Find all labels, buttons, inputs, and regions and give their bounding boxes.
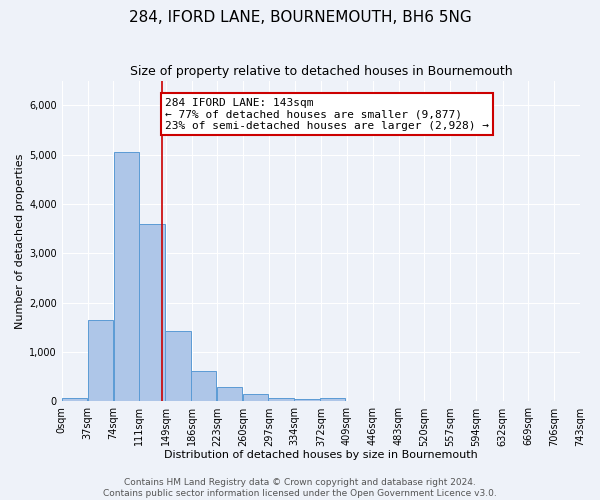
Bar xyxy=(165,331,191,402)
Bar xyxy=(217,386,242,402)
Bar xyxy=(139,224,165,402)
Bar xyxy=(268,398,294,402)
Bar xyxy=(113,152,139,402)
Bar xyxy=(62,398,88,402)
Bar xyxy=(320,398,346,402)
Bar xyxy=(242,394,268,402)
Text: Contains HM Land Registry data © Crown copyright and database right 2024.
Contai: Contains HM Land Registry data © Crown c… xyxy=(103,478,497,498)
Text: 284 IFORD LANE: 143sqm
← 77% of detached houses are smaller (9,877)
23% of semi-: 284 IFORD LANE: 143sqm ← 77% of detached… xyxy=(165,98,489,131)
Bar xyxy=(88,320,113,402)
Y-axis label: Number of detached properties: Number of detached properties xyxy=(15,154,25,328)
Text: 284, IFORD LANE, BOURNEMOUTH, BH6 5NG: 284, IFORD LANE, BOURNEMOUTH, BH6 5NG xyxy=(128,10,472,25)
Bar xyxy=(294,399,320,402)
Title: Size of property relative to detached houses in Bournemouth: Size of property relative to detached ho… xyxy=(130,65,512,78)
X-axis label: Distribution of detached houses by size in Bournemouth: Distribution of detached houses by size … xyxy=(164,450,478,460)
Bar xyxy=(191,371,217,402)
